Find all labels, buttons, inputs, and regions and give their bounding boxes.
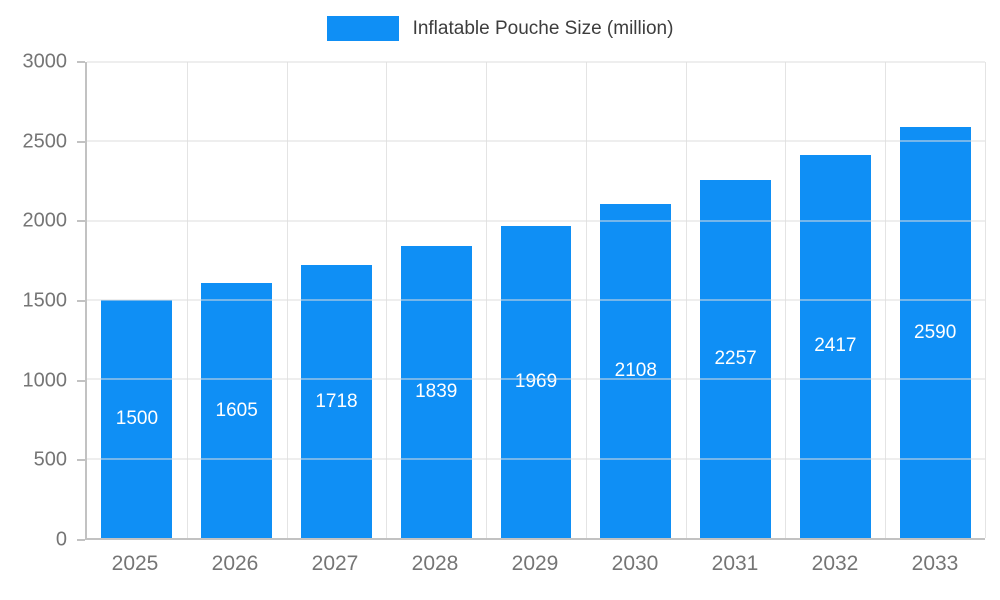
plot-area: 1500 1605 1718 1839 1969 2108 2257 2417 2590 bbox=[85, 61, 986, 540]
y-axis-tick-mark bbox=[77, 140, 85, 143]
bars-row: 1500 1605 1718 1839 1969 2108 2257 2417 2590 bbox=[87, 62, 985, 538]
bar-value-label: 1605 bbox=[215, 399, 258, 421]
x-axis-tick-label: 2026 bbox=[211, 552, 259, 575]
y-axis: 0 500 1000 1500 2000 2500 3000 bbox=[0, 51, 85, 551]
bar-slot: 1718 bbox=[287, 62, 387, 538]
x-axis-tick-label: 2027 bbox=[311, 552, 359, 575]
x-axis-tick-label: 2029 bbox=[511, 552, 559, 575]
y-axis-tick-label: 2000 bbox=[22, 209, 68, 232]
y-axis-tick-label: 1000 bbox=[22, 369, 68, 392]
gridline-horizontal bbox=[87, 220, 985, 222]
bar: 2590 bbox=[899, 127, 971, 538]
bar-slot: 1500 bbox=[87, 62, 187, 538]
y-axis-tick-label: 1500 bbox=[22, 289, 68, 312]
bar-value-label: 1718 bbox=[315, 390, 358, 412]
bar-value-label: 2257 bbox=[714, 347, 757, 369]
bar-value-label: 2108 bbox=[614, 359, 657, 381]
bar-value-label: 1969 bbox=[514, 370, 558, 392]
x-axis: 2025 2026 2027 2028 2029 2030 2031 2032 2033 bbox=[85, 552, 985, 576]
x-axis-tick-label: 2028 bbox=[411, 552, 459, 575]
bar-slot: 2590 bbox=[885, 62, 985, 538]
x-axis-tick-label: 2030 bbox=[611, 552, 659, 575]
bar-value-label: 2590 bbox=[914, 321, 957, 343]
bar-slot: 1969 bbox=[486, 62, 586, 538]
y-axis-tick-label: 2500 bbox=[22, 130, 68, 153]
bar: 1718 bbox=[301, 265, 372, 538]
legend[interactable]: Inflatable Pouche Size (million) bbox=[0, 16, 1000, 41]
gridline-horizontal bbox=[87, 458, 985, 460]
x-axis-tick-label: 2032 bbox=[811, 552, 859, 575]
gridline-horizontal bbox=[87, 299, 985, 301]
y-axis-tick-mark bbox=[77, 539, 85, 541]
y-axis-tick-mark bbox=[77, 300, 85, 302]
x-axis-tick-label: 2033 bbox=[911, 552, 959, 575]
y-axis-tick-mark bbox=[77, 459, 85, 462]
y-axis-tick-label: 3000 bbox=[22, 50, 68, 73]
bar: 2257 bbox=[700, 179, 771, 538]
x-axis-tick-label: 2031 bbox=[711, 552, 759, 575]
bar: 1500 bbox=[101, 300, 173, 538]
legend-label: Inflatable Pouche Size (million) bbox=[412, 17, 674, 39]
bar: 1969 bbox=[500, 225, 572, 538]
bar-slot: 2108 bbox=[586, 62, 686, 538]
bar-value-label: 2417 bbox=[814, 335, 857, 357]
gridline-vertical bbox=[985, 62, 986, 538]
gridline-horizontal bbox=[87, 61, 985, 63]
gridline-horizontal bbox=[87, 140, 985, 142]
y-axis-tick-label: 0 bbox=[55, 528, 67, 551]
bar-slot: 2257 bbox=[686, 62, 786, 538]
x-axis-tick-label: 2025 bbox=[111, 552, 159, 575]
bar-slot: 1839 bbox=[386, 62, 486, 538]
y-axis-tick-label: 500 bbox=[33, 448, 67, 471]
y-axis-tick-mark bbox=[77, 379, 85, 382]
y-axis-tick-mark bbox=[77, 61, 85, 63]
y-axis-tick-mark bbox=[77, 220, 85, 223]
bar-slot: 1605 bbox=[187, 62, 287, 538]
gridline-horizontal bbox=[87, 378, 985, 380]
bar: 2108 bbox=[600, 203, 672, 538]
bar-slot: 2417 bbox=[785, 62, 885, 538]
bar: 1605 bbox=[201, 283, 273, 538]
legend-swatch bbox=[326, 16, 399, 41]
bar-value-label: 1500 bbox=[115, 408, 159, 429]
bar-value-label: 1839 bbox=[415, 381, 458, 403]
bar: 2417 bbox=[799, 154, 871, 538]
bar: 1839 bbox=[400, 246, 472, 538]
